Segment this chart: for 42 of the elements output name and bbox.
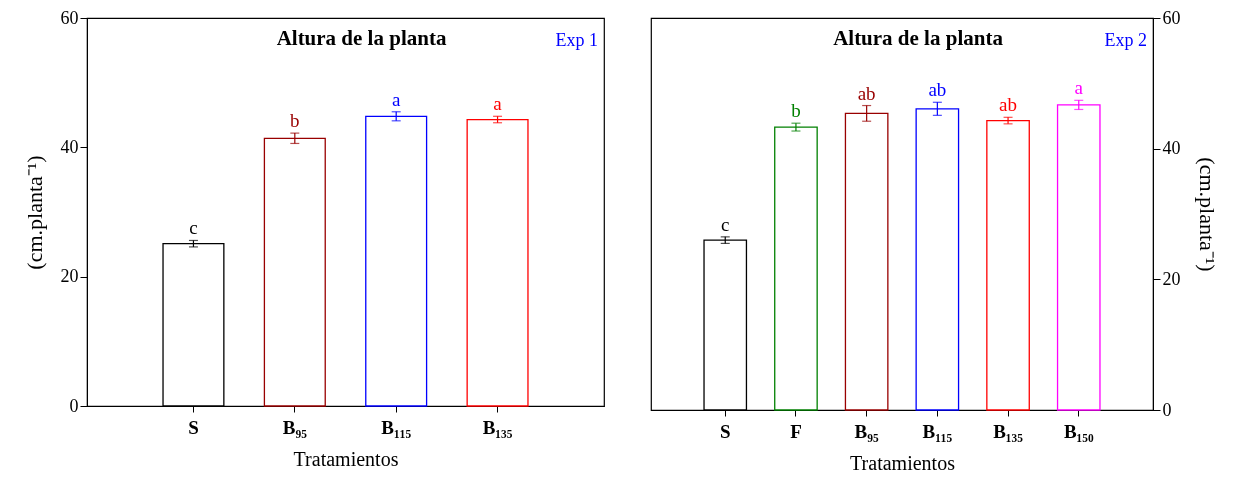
x-axis-title: Tratamientos (850, 451, 956, 474)
annotation: a (1074, 77, 1084, 99)
y-axis-title: (cm.planta⁻¹) (1194, 157, 1220, 272)
y-axis-title: (cm.planta⁻¹) (21, 155, 47, 270)
annotation: c (721, 213, 730, 235)
x-tick-label: B₉₅ (854, 420, 879, 442)
y-tick-label: 60 (60, 7, 79, 28)
annotation: ab (999, 94, 1018, 116)
y-tick-label: 40 (1162, 138, 1181, 159)
y-tick-label: 20 (1162, 268, 1181, 289)
y-tick-label: 20 (60, 266, 79, 287)
chart-title: Altura de la planta (833, 26, 1004, 50)
bar (263, 137, 326, 407)
y-tick-label: 0 (69, 395, 79, 416)
annotation: b (791, 100, 801, 122)
x-tick-label: B₉₅ (282, 416, 308, 438)
annotation: Exp 2 (1104, 30, 1147, 50)
x-tick-label: B₁₁₅ (381, 416, 412, 438)
bar (365, 115, 428, 407)
bar (774, 126, 818, 411)
x-tick-label: S (719, 420, 731, 442)
x-tick-label: B₁₃₅ (993, 420, 1024, 442)
bar (1056, 104, 1101, 411)
annotation: b (290, 110, 300, 132)
annotation: Exp 1 (555, 30, 598, 50)
y-tick-label: 0 (1162, 399, 1172, 420)
annotation: a (391, 88, 401, 110)
x-tick-label: F (790, 420, 802, 442)
bar (986, 119, 1030, 411)
x-tick-label: B₁₅₀ (1063, 420, 1094, 442)
chart-title: Altura de la planta (276, 26, 447, 50)
x-axis-title: Tratamientos (293, 447, 399, 470)
annotation: c (189, 217, 198, 239)
annotation: ab (928, 79, 947, 101)
annotation: a (493, 93, 503, 115)
x-tick-label: S (188, 416, 199, 438)
y-tick-label: 60 (1162, 7, 1181, 28)
y-tick-label: 40 (60, 136, 79, 157)
bar (466, 118, 529, 407)
annotation: ab (857, 82, 876, 104)
x-tick-label: B₁₃₅ (482, 416, 513, 438)
x-tick-label: B₁₁₅ (922, 420, 953, 442)
